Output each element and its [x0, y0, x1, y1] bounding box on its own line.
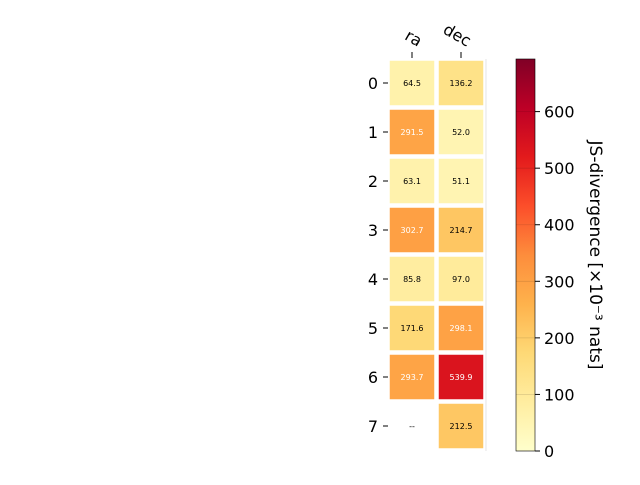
- cell-value-label: 539.9: [450, 373, 473, 382]
- row-label-1: 1: [368, 123, 378, 142]
- colorbar-tick-label: 600: [544, 103, 575, 122]
- colorbar-tick-label: 300: [544, 272, 575, 291]
- cell-value-label: 63.1: [403, 177, 421, 186]
- cell-value-label: 136.2: [450, 79, 473, 88]
- column-label-dec: dec: [440, 20, 474, 51]
- cell-value-label: 85.8: [403, 275, 421, 284]
- colorbar-tick-label: 400: [544, 216, 575, 235]
- column-labels: ra dec: [402, 20, 475, 58]
- cell-value-label: 97.0: [452, 275, 470, 284]
- colorbar: 0 100 200 300 400 500 600 JS-divergence [×10⁻³…: [516, 59, 605, 461]
- row-labels: 0 1 2 3 4 5 6 7: [368, 74, 388, 436]
- cell-value-label: 298.1: [450, 324, 473, 333]
- cell-value-label: 214.7: [450, 226, 473, 235]
- row-label-0: 0: [368, 74, 378, 93]
- column-label-ra: ra: [402, 26, 426, 51]
- cell-value-label: 212.5: [450, 422, 473, 431]
- cell-value-label: 302.7: [401, 226, 424, 235]
- row-label-6: 6: [368, 368, 378, 387]
- row-label-7: 7: [368, 417, 378, 436]
- colorbar-tick-label: 200: [544, 329, 575, 348]
- heatmap-cells: 64.5 136.2 291.5 52.0 63.1 51.1 302.7 214.7 85.8…: [389, 59, 486, 451]
- cell-value-label: 51.1: [452, 177, 470, 186]
- row-label-4: 4: [368, 270, 378, 289]
- cell-value-label: --: [409, 422, 415, 431]
- colorbar-label: JS-divergence [×10⁻³ nats]: [585, 140, 605, 370]
- colorbar-tick-label: 0: [544, 442, 554, 461]
- row-label-2: 2: [368, 172, 378, 191]
- cell-value-label: 293.7: [401, 373, 424, 382]
- colorbar-gradient: [516, 59, 535, 451]
- row-label-3: 3: [368, 221, 378, 240]
- cell-value-label: 64.5: [403, 79, 421, 88]
- colorbar-tick-label: 500: [544, 159, 575, 178]
- cell-value-label: 291.5: [401, 128, 424, 137]
- row-label-5: 5: [368, 319, 378, 338]
- colorbar-tick-label: 100: [544, 385, 575, 404]
- cell-value-label: 171.6: [401, 324, 424, 333]
- cell-value-label: 52.0: [452, 128, 470, 137]
